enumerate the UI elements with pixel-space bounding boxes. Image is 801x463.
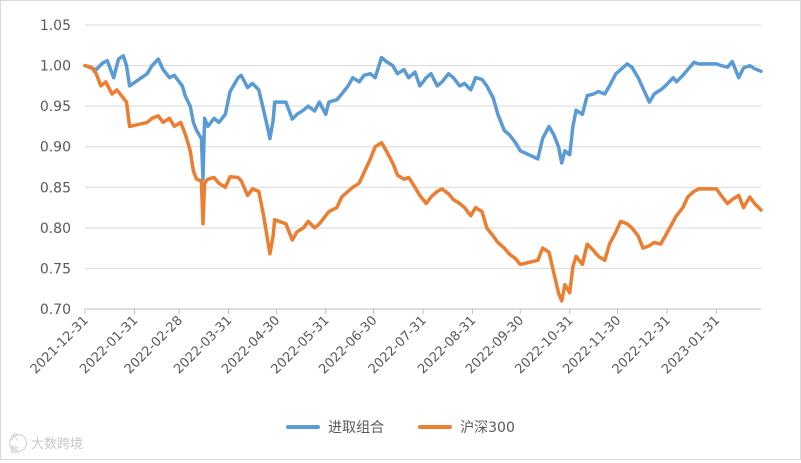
y-tick-label: 0.75 <box>40 261 71 277</box>
y-axis: 0.70 0.75 0.80 0.85 0.90 0.95 1.00 1.05 <box>40 18 71 318</box>
y-tick-label: 1.00 <box>40 59 71 75</box>
y-tick-label: 0.80 <box>40 221 71 237</box>
y-tick-label: 0.70 <box>40 302 71 318</box>
legend-label-series-1: 进取组合 <box>328 420 385 436</box>
legend-item-series-2[interactable]: 沪深300 <box>418 417 515 437</box>
legend-item-series-1[interactable]: 进取组合 <box>286 417 384 437</box>
y-tick-label: 0.85 <box>40 180 71 196</box>
legend-label-series-2: 沪深300 <box>460 420 515 436</box>
y-tick-label: 1.05 <box>40 18 71 34</box>
series-line-1 <box>83 54 763 181</box>
legend-swatch-series-1 <box>286 425 321 429</box>
y-tick-label: 0.95 <box>40 99 71 115</box>
watermark-text: 大数跨境 <box>31 437 84 452</box>
watermark-logo-icon: 大数 <box>9 433 27 456</box>
grid-lines <box>85 24 761 310</box>
series-lines <box>83 54 763 303</box>
series-line-2 <box>83 63 763 303</box>
legend-swatch-series-2 <box>418 425 453 429</box>
watermark: 大数 大数跨境 <box>9 433 84 456</box>
legend: 进取组合 沪深300 <box>1 417 800 437</box>
y-tick-label: 0.90 <box>40 140 71 156</box>
x-axis: 2021-12-312022-01-312022-02-282022-03-31… <box>28 308 761 377</box>
